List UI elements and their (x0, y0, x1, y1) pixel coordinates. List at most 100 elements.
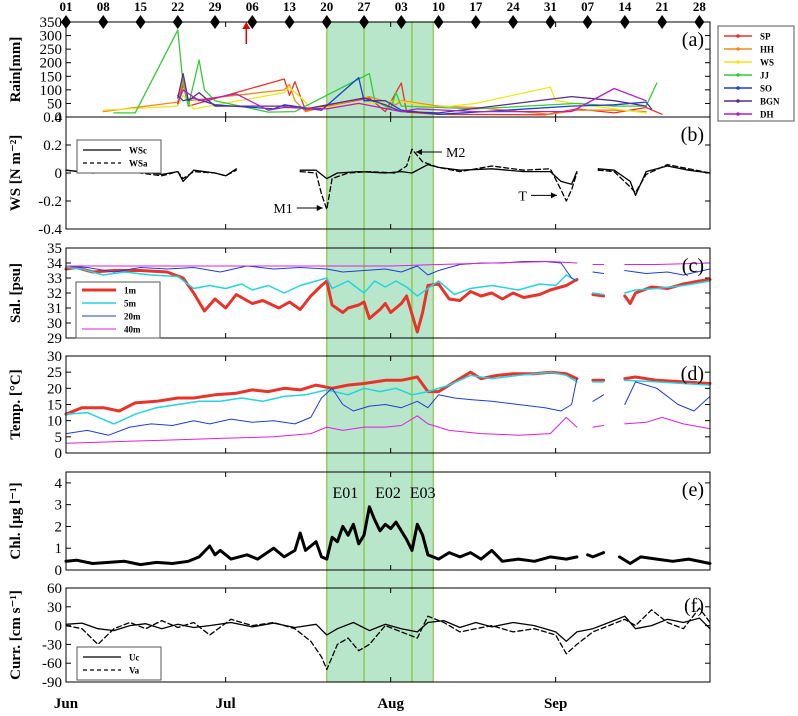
legend-b: WSc WSa (76, 139, 162, 174)
ytick-label-e: 2 (55, 519, 63, 535)
panels: 050100150200250300350(a)Rain[mm]SPHHWSJJ… (8, 15, 795, 691)
ytick-label-a: 250 (40, 42, 63, 58)
series-a-SO-line (177, 76, 653, 115)
ytick-label-a: 50 (47, 96, 62, 112)
series-d-5m-line (65, 371, 578, 425)
legend-marker-DH (736, 112, 740, 116)
ylabel-d: Temp. [°C] (8, 369, 24, 439)
top-day-diamond-9 (396, 15, 407, 29)
ytick-label-f: 0 (55, 619, 63, 635)
panel-tag-a: (a) (682, 29, 704, 51)
legend-label-b-WSc: WSc (129, 146, 147, 156)
ytick-label-e: 0 (55, 563, 63, 579)
ytick-label-b: -0.2 (38, 194, 62, 210)
series-b-WSa-line (597, 163, 711, 194)
month-label-0: Jun (54, 696, 79, 712)
legend-label-c-1m: 1m (124, 286, 137, 296)
event-bands: E01 E02 E03 (326, 21, 436, 683)
series-d-20m-line (624, 381, 711, 412)
series-c-5m-line (592, 292, 605, 296)
ytick-label-c: 33 (47, 271, 62, 287)
top-day-diamond-6 (284, 15, 295, 29)
series-b-WSc-line (299, 163, 578, 185)
series-b-WSa-line (299, 148, 578, 211)
ytick-label-a: 350 (40, 15, 63, 31)
ytick-label-c: 34 (47, 256, 63, 272)
annotation-label-M2: M2 (446, 146, 465, 161)
series-c-1m-line (64, 266, 579, 334)
ytick-label-c: 31 (47, 301, 62, 317)
legend-label-c-20m: 20m (124, 312, 141, 322)
annotation-label-T: T (518, 189, 527, 204)
ytick-label-f: -90 (42, 675, 62, 691)
annotation-head-M1 (316, 205, 323, 211)
legend-label-f-Uc: Uc (129, 653, 140, 663)
top-day-axis: 01 08 15 22 29 06 13 20 27 03 10 17 24 31 07 14 21 28 (60, 0, 706, 29)
legend-box-a (717, 25, 795, 122)
month-label-2: Aug (377, 696, 404, 712)
series-d-1m-line (623, 375, 712, 385)
legend-box-b (76, 139, 162, 174)
legend-label-b-WSa: WSa (129, 159, 148, 169)
event-label-2: E02 (375, 485, 401, 502)
series-d-1m-line (64, 370, 579, 416)
top-day-diamond-16 (657, 15, 668, 29)
series-c-1m-line (591, 293, 606, 298)
ylabel-a: Rain[mm] (8, 37, 24, 103)
panel-tag-d: (d) (681, 363, 704, 385)
ytick-label-e: 3 (55, 498, 63, 514)
ylabel-f: Curr. [cm s⁻¹] (8, 590, 24, 680)
top-day-label-6: 13 (283, 0, 297, 14)
top-day-label-10: 10 (432, 0, 445, 14)
ytick-label-d: 0 (55, 446, 63, 462)
ytick-label-b: 0 (55, 166, 63, 182)
legend-label-SO: SO (760, 84, 772, 94)
series-d-40m-line (592, 425, 605, 428)
series-a-DH-line (177, 87, 647, 113)
top-day-diamond-13 (545, 15, 556, 29)
event-label-1: E01 (333, 485, 359, 502)
event-label-3: E03 (410, 485, 436, 502)
top-day-label-8: 27 (358, 0, 372, 14)
ytick-label-a: 100 (40, 83, 63, 99)
legend-label-JJ: JJ (760, 71, 770, 81)
frame-c (65, 247, 711, 339)
ytick-label-a: 200 (40, 56, 63, 72)
top-day-diamond-0 (61, 15, 71, 29)
series-f-Va-line (65, 607, 711, 671)
ytick-label-c: 29 (47, 331, 62, 347)
series-e-Chl-line (618, 555, 712, 565)
legend-box-f (76, 646, 162, 681)
legend-f: Uc Va (76, 646, 162, 681)
top-day-label-0: 01 (60, 0, 73, 14)
top-day-diamond-3 (172, 15, 183, 29)
top-day-label-16: 21 (656, 0, 669, 14)
frame-b (65, 116, 711, 230)
red-arrow-head (242, 22, 251, 29)
series-d-20m-line (65, 378, 578, 436)
panel-tag-b: (b) (681, 124, 704, 146)
ytick-label-d: 10 (47, 414, 62, 430)
legend-a: SP HH WS JJ SO BGN DH (717, 25, 795, 122)
legend-c: 1m 5m 20m 40m (75, 281, 161, 339)
ytick-label-f: 30 (47, 600, 62, 616)
series-e-Chl-line (586, 551, 606, 559)
ytick-label-d: 15 (47, 398, 62, 414)
series-a-BGN-line (177, 72, 647, 114)
ytick-label-d: 30 (47, 349, 62, 365)
ytick-label-c: 30 (47, 316, 62, 332)
top-day-diamond-8 (359, 15, 370, 29)
top-day-label-15: 14 (618, 0, 632, 14)
top-day-diamond-10 (433, 15, 444, 29)
legend-label-c-40m: 40m (124, 325, 141, 335)
ytick-label-d: 25 (47, 365, 62, 381)
top-day-diamond-5 (247, 15, 258, 29)
top-day-label-14: 07 (581, 0, 595, 14)
ytick-label-c: 35 (47, 241, 62, 257)
ytick-label-d: 5 (55, 430, 63, 446)
annotation-head-M2 (415, 149, 422, 155)
ytick-label-a: 300 (40, 29, 63, 45)
top-day-label-4: 29 (209, 0, 223, 14)
annotation-head-T (550, 192, 557, 199)
panel-tag-f: (f) (684, 595, 704, 617)
